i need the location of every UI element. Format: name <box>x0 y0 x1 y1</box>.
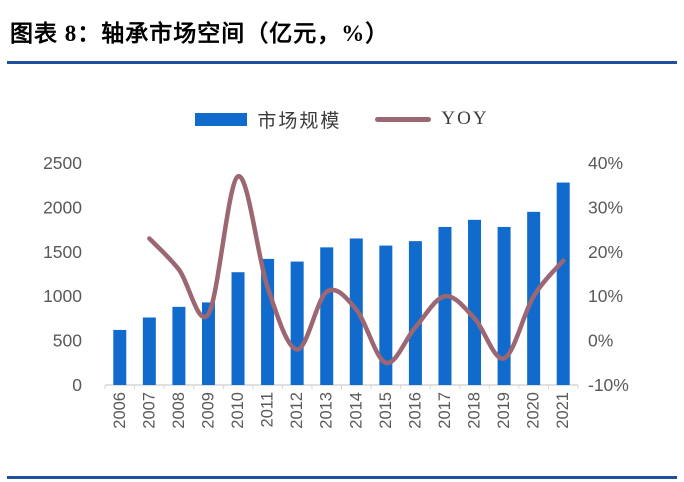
y-axis-left-label: 2500 <box>43 153 82 173</box>
title-divider-line <box>7 61 677 64</box>
bar-2009 <box>201 302 215 385</box>
x-axis-label: 2011 <box>259 392 277 427</box>
x-axis-label: 2013 <box>318 392 336 429</box>
bar-2008 <box>172 306 186 385</box>
bar-2006 <box>113 329 127 385</box>
yoy-line <box>147 174 566 366</box>
bar-2015 <box>379 245 393 385</box>
y-axis-left-label: 1000 <box>43 286 82 306</box>
x-axis-label: 2016 <box>406 392 424 429</box>
x-axis-label: 2009 <box>199 392 217 429</box>
y-axis-right-label: 0% <box>588 331 613 351</box>
x-axis-label: 2017 <box>436 392 454 429</box>
x-axis-label: 2018 <box>466 392 484 429</box>
y-axis-left-label: 1500 <box>43 242 82 262</box>
y-axis-left-label: 0 <box>72 375 82 395</box>
chart-legend: 市场规模 YOY <box>0 106 684 132</box>
bar-2016 <box>408 241 422 385</box>
bottom-divider-line <box>7 476 677 479</box>
y-axis-right-label: 10% <box>588 286 623 306</box>
legend-line-swatch <box>375 116 432 122</box>
y-axis-right-label: 40% <box>588 153 623 173</box>
x-axis-label: 2019 <box>495 392 513 429</box>
bar-2010 <box>231 272 245 385</box>
y-axis-right-label: 20% <box>588 242 623 262</box>
legend-label-yoy: YOY <box>441 108 489 129</box>
bar-2013 <box>320 247 334 385</box>
bar-2021 <box>556 182 570 385</box>
x-axis-label: 2012 <box>288 392 306 429</box>
x-axis-label: 2008 <box>170 392 188 429</box>
y-axis-left-label: 500 <box>53 331 82 351</box>
legend-label-market-size: 市场规模 <box>257 110 342 132</box>
y-axis-right-label: -10% <box>588 375 629 395</box>
x-axis-label: 2007 <box>140 392 158 429</box>
bar-2007 <box>142 317 156 385</box>
legend-bar-swatch <box>195 112 248 126</box>
x-axis-label: 2015 <box>377 392 395 429</box>
x-axis-label: 2010 <box>229 392 247 429</box>
x-axis-label: 2021 <box>554 392 572 429</box>
bar-2012 <box>290 261 304 385</box>
bar-2019 <box>497 226 511 385</box>
y-axis-left-label: 2000 <box>43 197 82 217</box>
x-axis-label: 2020 <box>525 392 543 429</box>
y-axis-right-label: 30% <box>588 197 623 217</box>
bar-2018 <box>468 219 482 385</box>
figure-title: 图表 8：轴承市场空间（亿元，%） <box>10 21 390 46</box>
x-axis-label: 2006 <box>111 392 129 429</box>
x-axis-label: 2014 <box>347 392 365 429</box>
bar-2017 <box>438 226 452 385</box>
